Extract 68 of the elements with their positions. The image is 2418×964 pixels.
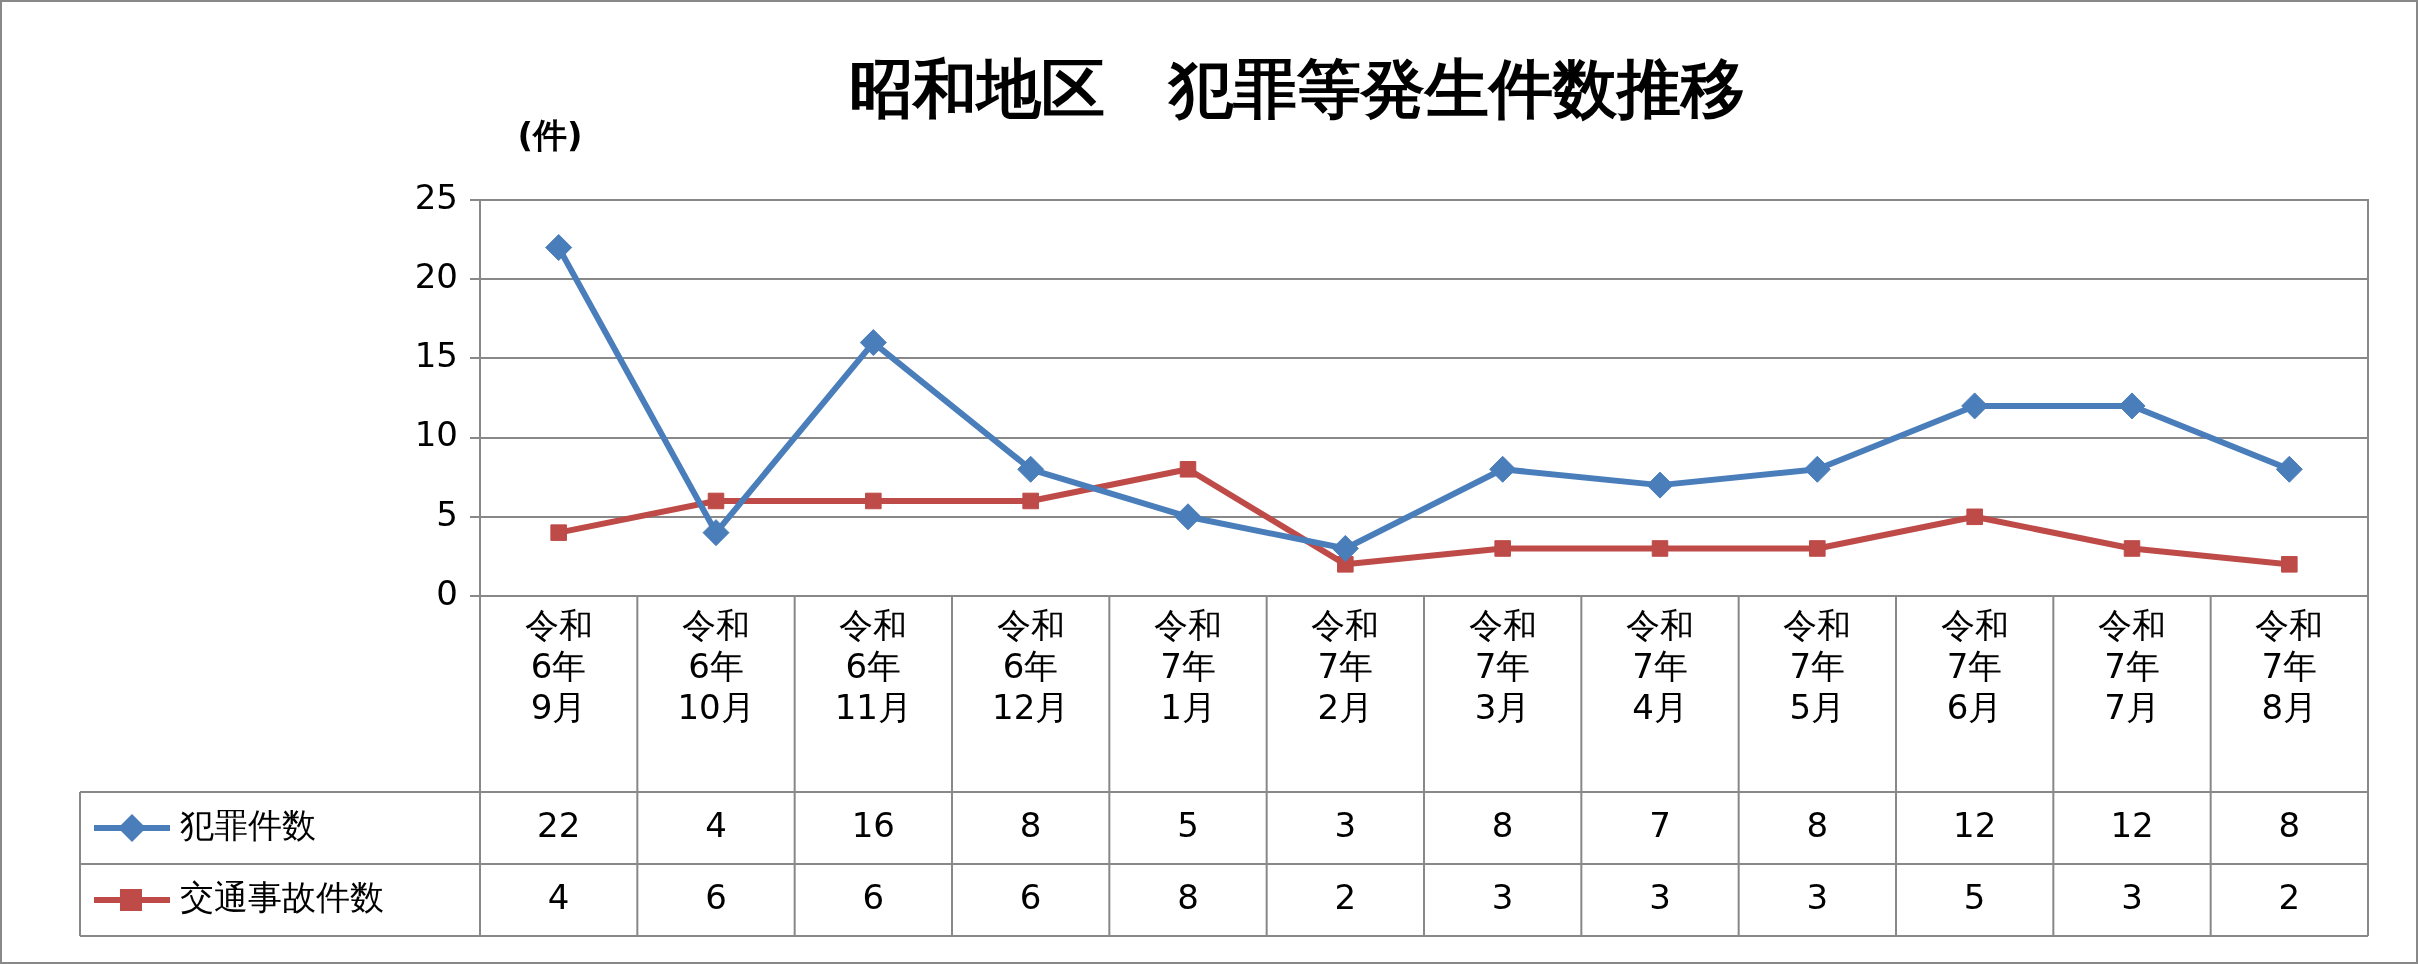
data-label: 4 <box>547 876 570 917</box>
data-label: 5 <box>1177 804 1199 845</box>
x-tick-label: 令和 7年 6月 <box>1940 605 2009 727</box>
point <box>1651 540 1669 557</box>
legend-label: 交通事故件数 <box>180 876 384 917</box>
point <box>1646 471 1674 499</box>
data-label: 12 <box>1953 804 1997 845</box>
point <box>2275 455 2303 483</box>
y-tick-label: 0 <box>436 572 458 613</box>
data-label: 8 <box>1177 876 1199 917</box>
y-tick-label: 10 <box>414 414 458 455</box>
point <box>702 519 730 547</box>
point <box>1179 461 1197 478</box>
x-tick-label: 令和 6年 11月 <box>834 605 912 727</box>
data-label: 3 <box>2121 876 2143 917</box>
point <box>1494 540 1511 557</box>
data-label: 5 <box>1963 876 1986 917</box>
point <box>1331 534 1359 562</box>
data-label: 8 <box>1491 804 1514 845</box>
point <box>2281 556 2298 573</box>
chart-title: 昭和地区 犯罪等発生件数推移 <box>849 51 1745 126</box>
data-label: 3 <box>1649 876 1671 917</box>
data-label: 3 <box>1491 876 1514 917</box>
x-tick-label: 令和 7年 4月 <box>1626 605 1694 727</box>
x-tick-label: 令和 7年 7月 <box>2098 605 2166 727</box>
point <box>1489 455 1517 483</box>
point <box>1017 455 1045 483</box>
y-tick-label: 5 <box>436 493 458 534</box>
data-label: 6 <box>705 876 727 917</box>
point <box>2118 392 2146 420</box>
data-label: 8 <box>2278 804 2301 845</box>
legend-label: 犯罪件数 <box>180 804 316 845</box>
point <box>1809 540 1826 557</box>
x-tick-label: 令和 6年 9月 <box>524 605 593 727</box>
data-label: 6 <box>862 876 885 917</box>
data-label: 2 <box>1334 876 1357 917</box>
x-tick-label: 令和 6年 12月 <box>992 605 1070 727</box>
y-axis-title: (件) <box>517 114 583 155</box>
data-label: 8 <box>1806 804 1829 845</box>
data-label: 2 <box>2278 876 2301 917</box>
data-label: 22 <box>537 804 581 845</box>
y-tick-label: 20 <box>414 256 458 297</box>
point <box>1174 503 1202 531</box>
data-label: 4 <box>705 804 727 845</box>
point <box>1966 508 1983 526</box>
point <box>707 492 725 510</box>
y-tick-label: 25 <box>414 176 458 217</box>
point <box>545 234 573 262</box>
y-tick-label: 15 <box>414 335 458 376</box>
x-tick-label: 令和 7年 2月 <box>1311 605 1380 727</box>
point <box>1022 492 1039 510</box>
point <box>859 329 887 357</box>
point <box>550 524 567 541</box>
point <box>865 492 882 510</box>
x-tick-label: 令和 6年 10月 <box>677 605 755 727</box>
data-label: 3 <box>1806 876 1829 917</box>
x-tick-label: 令和 7年 5月 <box>1783 605 1852 727</box>
data-label: 6 <box>1019 876 1042 917</box>
data-label: 8 <box>1019 804 1042 845</box>
data-label: 7 <box>1649 804 1671 845</box>
data-label: 3 <box>1334 804 1357 845</box>
data-label: 12 <box>2110 804 2154 845</box>
x-tick-label: 令和 7年 8月 <box>2255 605 2324 727</box>
x-tick-label: 令和 7年 3月 <box>1468 605 1537 727</box>
x-tick-label: 令和 7年 1月 <box>1154 605 1222 727</box>
point <box>1803 455 1831 483</box>
point <box>2123 540 2141 557</box>
data-label: 16 <box>851 804 895 845</box>
